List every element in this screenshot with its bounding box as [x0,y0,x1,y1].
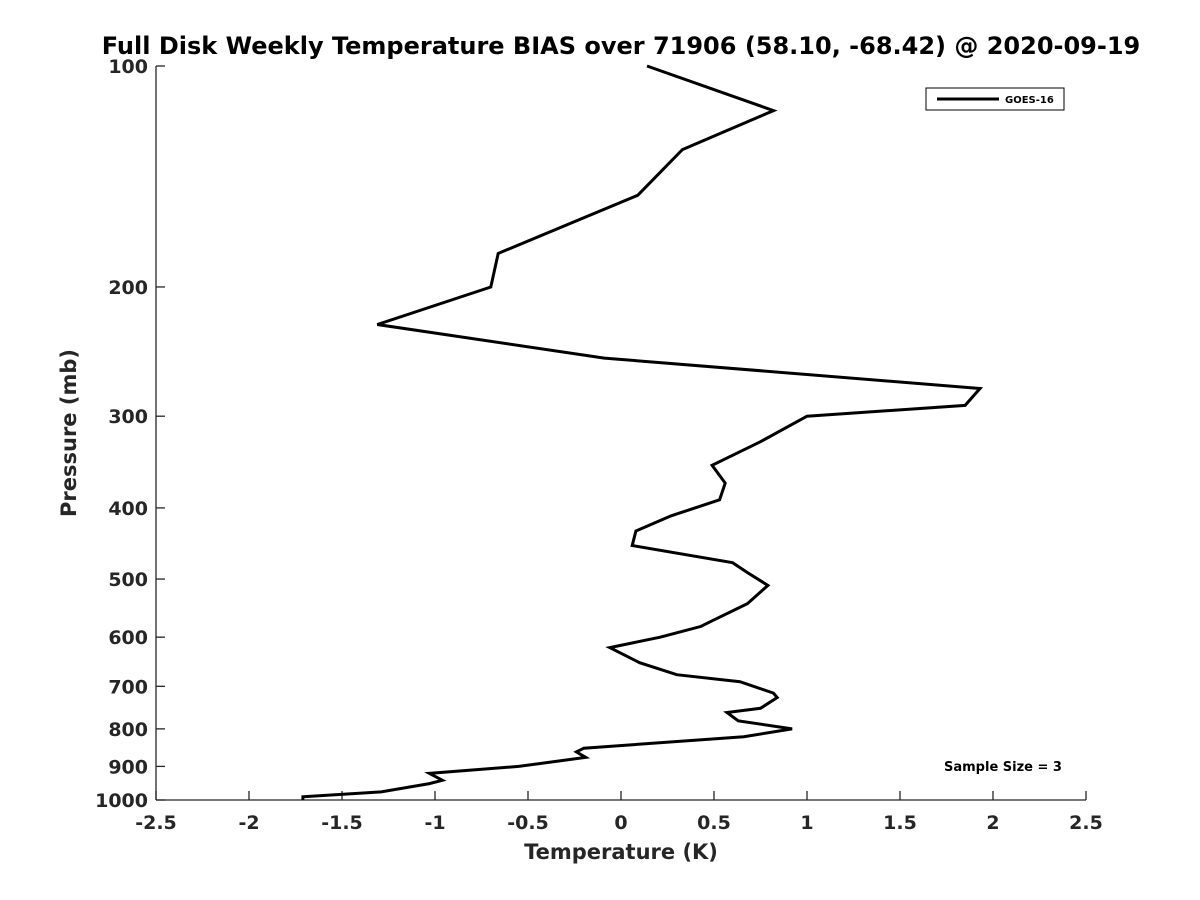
x-axis-label: Temperature (K) [524,840,718,864]
y-tick-label: 700 [108,676,148,698]
y-tick-label: 400 [108,498,148,520]
y-axis-label: Pressure (mb) [57,349,81,517]
y-tick-label: 100 [108,56,148,78]
y-tick-label: 200 [108,277,148,299]
x-tick-label: 0 [614,812,627,834]
legend: GOES-16 [925,87,1065,111]
x-tick-label: 0.5 [697,812,731,834]
y-tick-label: 900 [108,756,148,778]
x-tick-label: 1 [800,812,813,834]
legend-label-goes-16: GOES-16 [1005,95,1054,106]
y-tick-label: 800 [108,719,148,741]
x-tick-label: 2 [986,812,999,834]
sample-size-annotation: Sample Size = 3 [944,760,1062,775]
series-line-goes-16 [301,64,984,800]
x-tick-label: -0.5 [507,812,549,834]
y-tick-label: 300 [108,406,148,428]
plot-area [301,64,984,800]
x-tick-label: -2.5 [135,812,177,834]
x-tick-label: 2.5 [1069,812,1103,834]
x-tick-label: -2 [238,812,259,834]
y-tick-label: 600 [108,627,148,649]
chart-title: Full Disk Weekly Temperature BIAS over 7… [102,32,1141,60]
y-tick-label: 1000 [95,790,148,812]
ticks: -2.5 -2 -1.5 -1 -0.5 0 0.5 1 1.5 2 2.5 100 200 300 400… [95,56,1103,834]
x-tick-label: -1.5 [321,812,363,834]
x-tick-label: -1 [424,812,445,834]
y-tick-label: 500 [108,569,148,591]
x-tick-label: 1.5 [883,812,917,834]
